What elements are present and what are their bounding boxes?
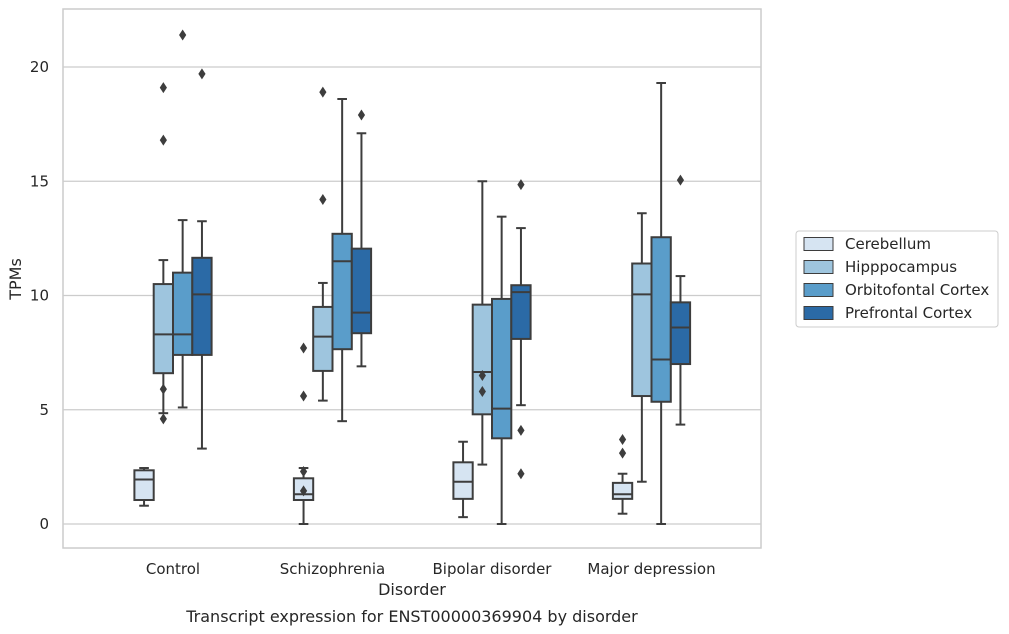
legend-label: Hipppocampus (845, 258, 957, 276)
box-prefrontal-cortex (669, 174, 692, 426)
legend-swatch (803, 306, 834, 320)
box-iqr (331, 232, 353, 351)
y-tick-label: 20 (30, 58, 49, 76)
box-iqr (350, 247, 373, 335)
outlier-point (299, 342, 308, 354)
outlier-point (357, 109, 366, 121)
box-orbitofontal-cortex (331, 97, 353, 423)
outlier-point (299, 390, 308, 402)
outlier-point (299, 485, 308, 497)
y-tick-label: 5 (39, 401, 49, 419)
y-tick-label: 10 (30, 287, 49, 305)
box-hipppocampus (312, 86, 334, 402)
x-tick-label: Schizophrenia (280, 560, 385, 578)
box-hipppocampus (631, 212, 653, 483)
box-iqr (133, 469, 155, 502)
x-tick-label: Control (146, 560, 200, 578)
box-hipppocampus (471, 180, 494, 466)
y-axis-label: TPMs (6, 258, 25, 301)
outlier-point (517, 179, 525, 191)
outlier-point (159, 82, 167, 94)
figure-caption: Transcript expression for ENST0000036990… (185, 607, 638, 626)
box-prefrontal-cortex (191, 68, 213, 450)
outlier-point (478, 385, 486, 397)
x-tick-label: Major depression (587, 560, 715, 578)
box-iqr (191, 256, 213, 356)
outlier-point (299, 465, 308, 477)
box-cerebellum (611, 433, 634, 515)
box-iqr (510, 284, 532, 340)
outlier-point (179, 29, 187, 41)
box-iqr (631, 262, 653, 398)
plot-frame (62, 8, 762, 549)
outlier-point (517, 424, 525, 436)
box-iqr (650, 236, 672, 403)
box-orbitofontal-cortex (172, 29, 194, 409)
boxes (133, 29, 692, 525)
box-orbitofontal-cortex (650, 81, 672, 525)
box-prefrontal-cortex (350, 109, 373, 368)
box-prefrontal-cortex (510, 179, 532, 480)
legend: Cerebellum Hipppocampus Orbitofontal Corte… (795, 230, 999, 328)
outlier-point (517, 468, 525, 480)
box-cerebellum (452, 440, 474, 519)
x-tick-label: Bipolar disorder (433, 560, 553, 578)
box-cerebellum (292, 342, 315, 525)
legend-swatch (803, 260, 834, 274)
legend-label: Cerebellum (845, 235, 931, 253)
box-cerebellum (133, 467, 155, 507)
box-iqr (152, 283, 174, 375)
outlier-point (618, 433, 627, 445)
y-tick-label: 15 (30, 172, 49, 190)
outlier-point (159, 413, 167, 425)
box-iqr (172, 271, 194, 356)
outlier-point (676, 174, 685, 186)
outlier-point (319, 86, 327, 98)
box-orbitofontal-cortex (491, 215, 513, 525)
y-tick-labels: 0 5 10 15 20 (30, 58, 49, 533)
box-iqr (491, 297, 513, 440)
outlier-point (198, 68, 206, 80)
legend-label: Orbitofontal Cortex (845, 281, 989, 299)
legend-frame (795, 230, 999, 328)
legend-label: Prefrontal Cortex (845, 304, 972, 322)
x-axis-label: Disorder (378, 580, 446, 599)
outlier-point (159, 383, 167, 395)
legend-swatch (803, 283, 834, 297)
box-iqr (611, 481, 634, 500)
box-iqr (669, 301, 692, 366)
box-iqr (452, 461, 474, 500)
box-hipppocampus (152, 82, 174, 425)
legend-swatch (803, 237, 834, 251)
box-iqr (471, 303, 494, 416)
outlier-point (319, 194, 327, 206)
outlier-point (159, 134, 167, 146)
outlier-point (478, 369, 486, 381)
x-tick-labels: Control Schizophrenia Bipolar disorder Majo… (146, 560, 716, 578)
y-tick-label: 0 (39, 515, 49, 533)
outlier-point (618, 447, 627, 459)
box-iqr (312, 305, 334, 372)
